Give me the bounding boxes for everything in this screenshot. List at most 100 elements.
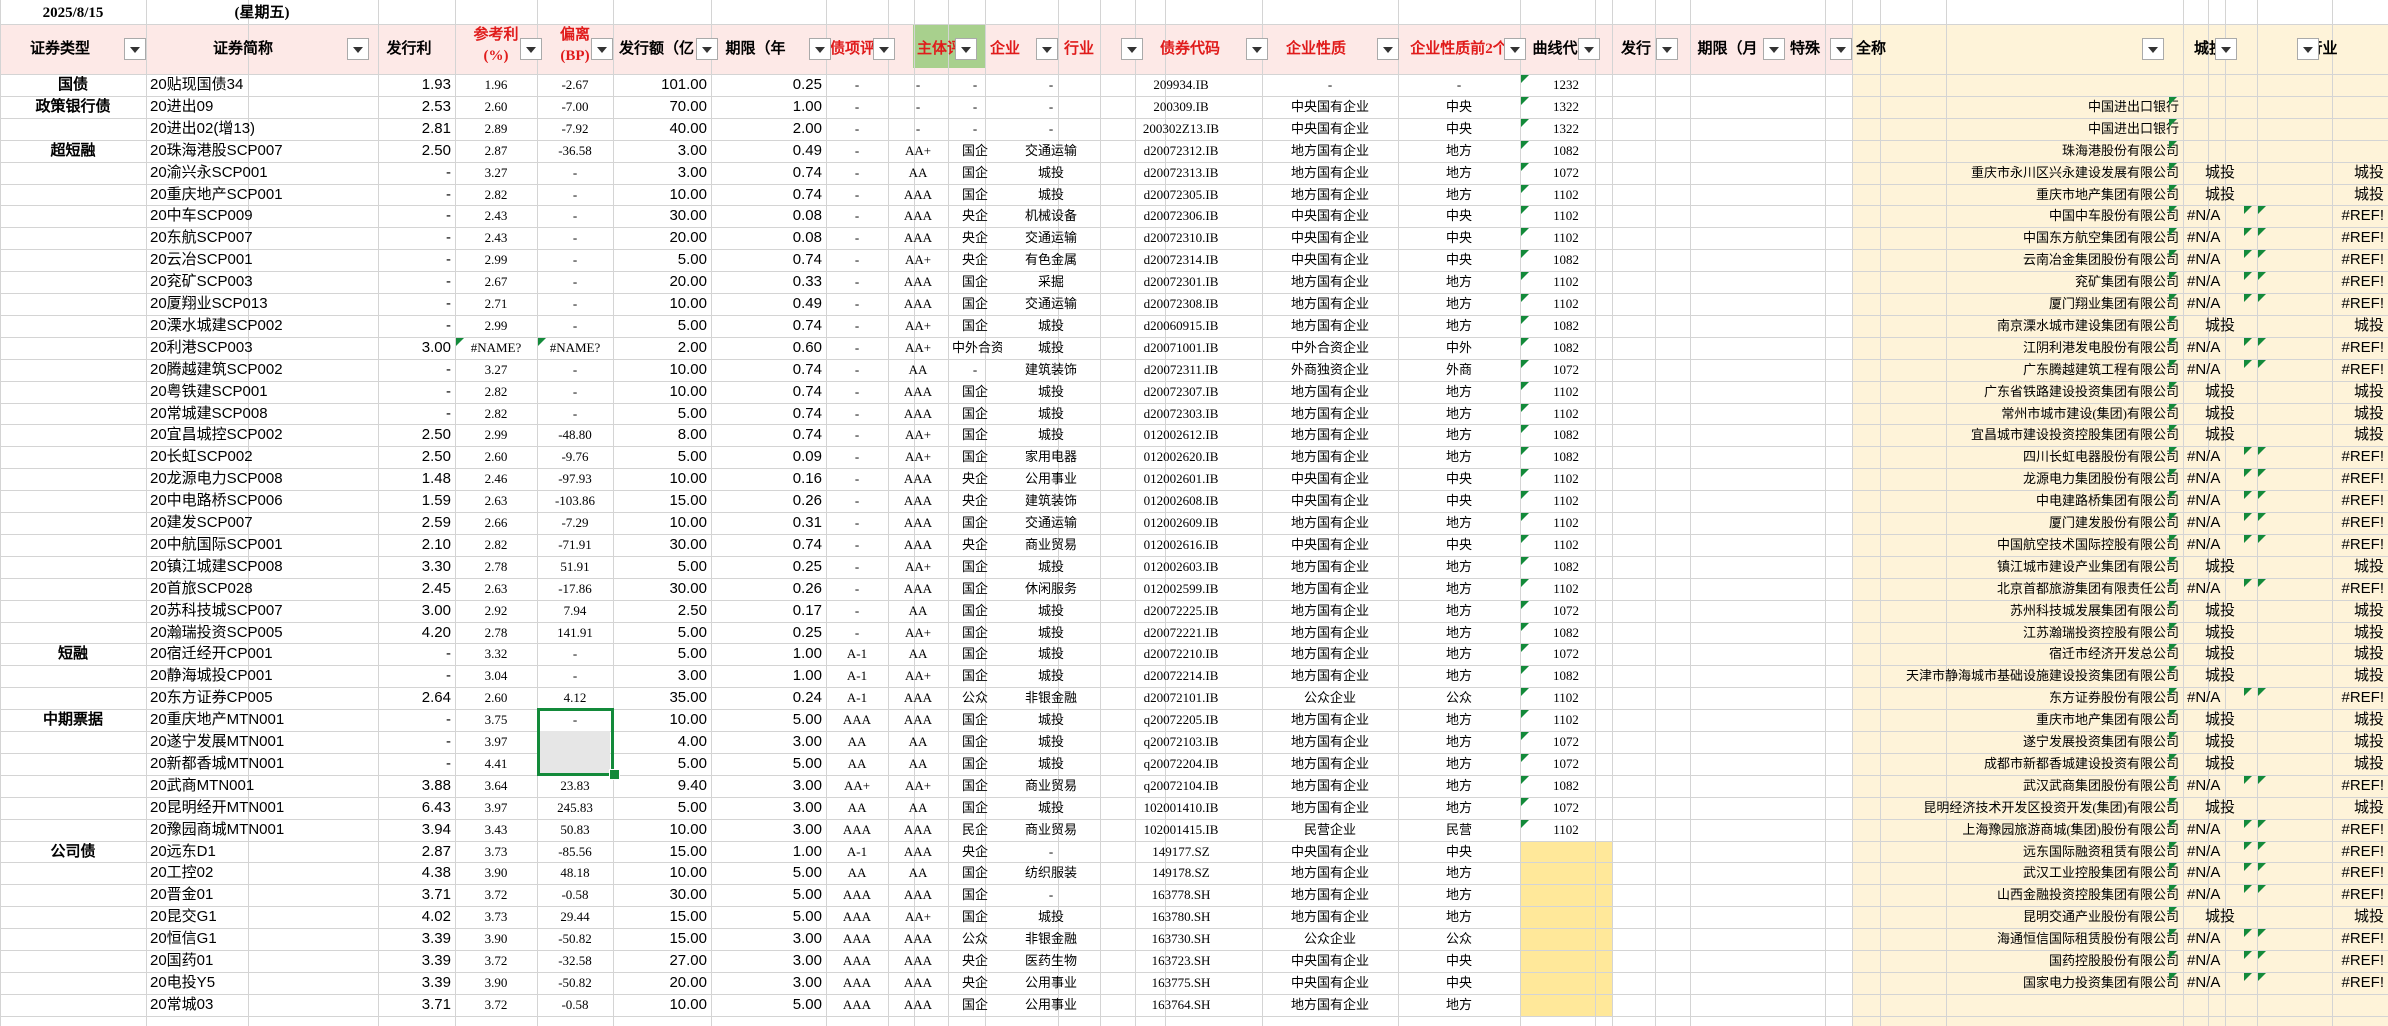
issue-rate[interactable]: - [446, 185, 451, 203]
issue-rate[interactable]: 1.93 [421, 76, 451, 93]
filter-dropdown-button[interactable] [591, 38, 613, 60]
column-header-dev-top[interactable]: 偏离 [559, 27, 590, 43]
deviation-bp[interactable]: -7.00 [561, 98, 589, 114]
full-name[interactable]: 东方证券股份有限公司 [2048, 690, 2179, 706]
enterprise-type[interactable]: 国企 [961, 296, 988, 311]
full-name[interactable]: 上海豫园旅游商城(集团)股份有限公司 [1962, 821, 2179, 837]
enterprise-nature-short[interactable]: 地方 [1445, 646, 1472, 662]
enterprise-nature-short[interactable]: 地方 [1445, 734, 1472, 749]
deviation-bp[interactable]: 29.44 [560, 909, 590, 925]
enterprise-nature-short[interactable]: 中外 [1445, 339, 1472, 355]
deviation-bp[interactable]: -0.58 [561, 887, 589, 903]
term-years[interactable]: 0.08 [792, 207, 822, 225]
column-header[interactable]: 主体评级 [917, 41, 960, 57]
reference-rate[interactable]: 3.72 [484, 887, 508, 903]
bond-code[interactable]: 200309.IB [1153, 98, 1209, 114]
bond-rating[interactable]: - [854, 208, 860, 224]
issue-amount[interactable]: 20.00 [669, 273, 707, 291]
bond-rating[interactable]: - [854, 471, 860, 487]
full-name[interactable]: 北京首都旅游集团有限责任公司 [1996, 580, 2179, 596]
enterprise-nature-short[interactable]: 公众 [1445, 931, 1472, 947]
industry-ref[interactable]: #REF! [2341, 295, 2384, 312]
full-name[interactable]: 珠海港股份有限公司 [2061, 142, 2179, 158]
bond-code[interactable]: d20072101.IB [1143, 690, 1219, 706]
curve-code[interactable]: 1082 [1553, 339, 1579, 355]
full-name[interactable]: 常州市城市建设(集团)有限公司 [2001, 405, 2179, 421]
issue-rate[interactable]: - [446, 251, 451, 269]
reference-rate[interactable]: 3.27 [484, 164, 508, 180]
bond-code[interactable]: d20072310.IB [1143, 230, 1219, 246]
bond-code[interactable]: 209934.IB [1153, 77, 1209, 92]
issue-amount[interactable]: 15.00 [669, 492, 707, 510]
enterprise-type[interactable]: 国企 [961, 274, 988, 290]
bond-name[interactable]: 20电投Y5 [150, 973, 216, 991]
bond-name[interactable]: 20武商MTN001 [150, 776, 255, 794]
deviation-bp[interactable]: - [572, 712, 578, 728]
enterprise-type[interactable]: 国企 [961, 887, 988, 903]
curve-code[interactable]: 1082 [1553, 668, 1579, 684]
filter-dropdown-button[interactable] [873, 38, 895, 60]
industry-ref[interactable]: 城投 [2353, 316, 2384, 334]
city-investment-flag[interactable]: 城投 [2204, 426, 2235, 444]
enterprise-nature-short[interactable]: 地方 [1445, 887, 1472, 903]
enterprise-nature[interactable]: 地方国有企业 [1290, 624, 1369, 640]
reference-rate[interactable]: 2.78 [484, 624, 508, 640]
bond-code[interactable]: 163778.SH [1151, 887, 1211, 903]
issue-rate[interactable]: 2.87 [421, 842, 451, 860]
curve-code[interactable] [1520, 972, 1612, 994]
city-investment-flag[interactable]: #N/A [2187, 273, 2221, 291]
bond-rating[interactable]: A-1 [846, 646, 868, 662]
full-name[interactable]: 国药控股股份有限公司 [2048, 953, 2179, 968]
issue-amount[interactable]: 5.00 [677, 754, 707, 772]
enterprise-nature[interactable]: 中央国有企业 [1290, 471, 1369, 487]
enterprise-type[interactable]: 国企 [961, 317, 988, 333]
deviation-bp[interactable]: -7.29 [561, 515, 589, 530]
issue-amount[interactable]: 20.00 [669, 229, 707, 247]
enterprise-nature-short[interactable]: 地方 [1445, 515, 1472, 530]
category-label[interactable]: 公司债 [50, 843, 96, 860]
bond-name[interactable]: 20镇江城建SCP008 [150, 557, 283, 575]
issue-rate[interactable]: 2.50 [421, 448, 451, 466]
industry[interactable]: 交通运输 [1024, 515, 1077, 530]
enterprise-nature[interactable]: 地方国有企业 [1290, 405, 1369, 421]
city-investment-flag[interactable]: #N/A [2187, 535, 2221, 553]
curve-code[interactable]: 1072 [1553, 734, 1579, 749]
industry-ref[interactable]: #REF! [2341, 535, 2384, 553]
issue-rate[interactable]: 1.59 [421, 492, 451, 510]
term-years[interactable]: 0.16 [792, 470, 822, 488]
bond-rating[interactable]: - [854, 558, 860, 574]
city-investment-flag[interactable]: #N/A [2187, 295, 2221, 312]
bond-rating[interactable]: A-1 [846, 668, 868, 684]
bond-name[interactable]: 20中电路桥SCP006 [150, 492, 283, 510]
full-name[interactable]: 中国东方航空集团有限公司 [2022, 230, 2179, 246]
bond-name[interactable]: 20豫园商城MTN001 [150, 820, 285, 838]
full-name[interactable]: 云南冶金集团股份有限公司 [2022, 252, 2179, 268]
industry-ref[interactable]: 城投 [2353, 645, 2384, 663]
enterprise-nature-short[interactable]: 外商 [1445, 361, 1472, 377]
enterprise-type[interactable]: 央企 [961, 493, 988, 509]
enterprise-type[interactable]: - [972, 98, 978, 114]
issue-amount[interactable]: 15.00 [669, 908, 707, 926]
deviation-bp[interactable]: -85.56 [558, 843, 592, 859]
filter-dropdown-button[interactable] [955, 38, 977, 60]
deviation-bp[interactable]: - [572, 317, 578, 333]
enterprise-type[interactable]: 国企 [961, 668, 988, 684]
reference-rate[interactable]: 3.73 [484, 843, 508, 859]
curve-code[interactable]: 1102 [1553, 383, 1579, 399]
reference-rate[interactable]: 2.71 [484, 296, 508, 311]
term-years[interactable]: 5.00 [792, 754, 822, 772]
industry[interactable]: 城投 [1037, 755, 1064, 771]
date-cell[interactable]: 2025/8/15 [42, 5, 104, 21]
full-name[interactable] [1852, 74, 2183, 96]
reference-rate[interactable]: 3.90 [484, 974, 508, 990]
issuer-rating[interactable]: - [915, 120, 921, 136]
term-years[interactable]: 3.00 [792, 776, 822, 794]
term-years[interactable]: 0.74 [792, 426, 822, 444]
term-years[interactable]: 0.49 [792, 141, 822, 159]
curve-code[interactable]: 1082 [1553, 317, 1579, 333]
enterprise-type[interactable]: - [972, 77, 978, 92]
issue-rate[interactable]: - [446, 295, 451, 312]
full-name[interactable]: 厦门建发股份有限公司 [2048, 515, 2179, 530]
term-years[interactable]: 3.00 [792, 820, 822, 838]
enterprise-type[interactable]: 国企 [961, 427, 988, 443]
